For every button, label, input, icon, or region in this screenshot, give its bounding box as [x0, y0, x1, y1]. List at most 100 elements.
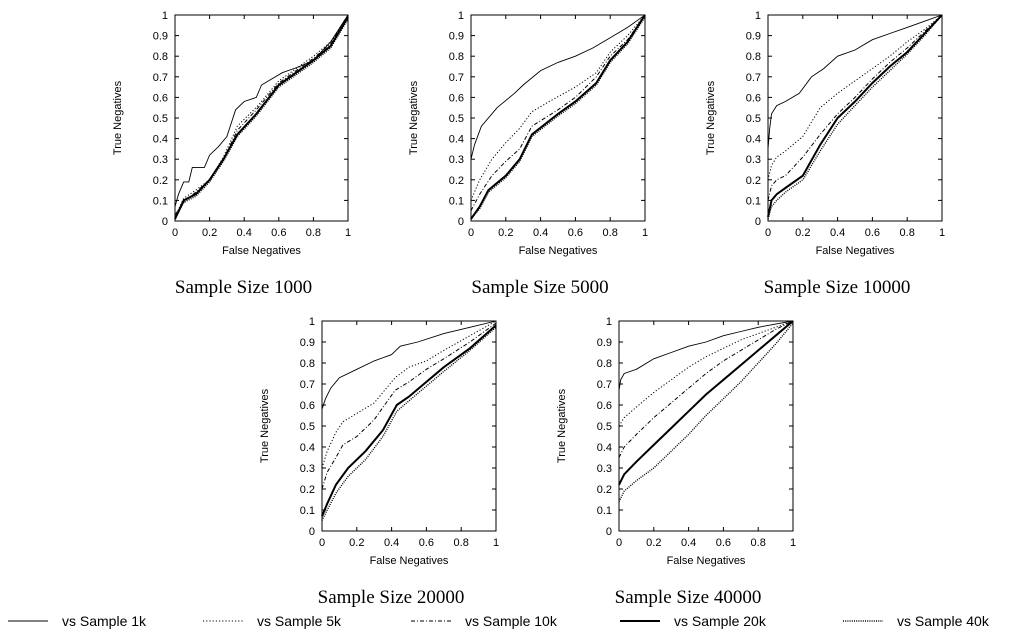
x-tick-label: 0.8	[306, 227, 321, 239]
x-tick-label: 1	[939, 227, 945, 239]
y-tick-label: 0.9	[597, 337, 612, 349]
y-tick-label: 0.8	[597, 358, 612, 370]
y-tick-label: 0.6	[449, 92, 464, 104]
y-tick-label: 0.7	[449, 72, 464, 84]
x-axis-label: False Negatives	[667, 555, 746, 567]
x-tick-label: 0.2	[202, 227, 217, 239]
y-tick-label: 0.4	[746, 134, 761, 146]
y-tick-label: 0.9	[300, 337, 315, 349]
plot-caption: Sample Size 40000	[615, 587, 762, 608]
legend-item: vs Sample 20k	[620, 613, 767, 629]
x-tick-label: 1	[790, 537, 796, 549]
x-tick-label: 0.2	[498, 227, 513, 239]
x-tick-label: 0	[172, 227, 178, 239]
x-axis-label: False Negatives	[222, 245, 301, 257]
plot-4: 00.10.20.30.40.50.60.70.80.910 0.2 0.4 0.6 0…	[259, 316, 499, 608]
legend-label: vs Sample 20k	[674, 613, 767, 629]
legend-label: vs Sample 10k	[465, 613, 558, 629]
x-tick-label: 0	[468, 227, 474, 239]
y-tick-label: 0.6	[597, 400, 612, 412]
series-line-2	[175, 15, 348, 217]
y-tick-label: 0.8	[746, 51, 761, 63]
legend-label: vs Sample 40k	[897, 613, 990, 629]
y-tick-label: 0.6	[746, 92, 761, 104]
y-tick-label: 0.3	[597, 463, 612, 475]
plot-caption: Sample Size 20000	[318, 587, 465, 608]
x-tick-label: 0.8	[603, 227, 618, 239]
y-tick-label: 0.7	[597, 379, 612, 391]
x-tick-label: 0.8	[900, 227, 915, 239]
y-tick-label: 0.2	[449, 175, 464, 187]
series-line-3	[175, 15, 348, 215]
y-tick-label: 0.5	[597, 421, 612, 433]
x-tick-label: 1	[642, 227, 648, 239]
x-tick-label: 0.2	[646, 537, 661, 549]
series-line-4	[175, 17, 348, 219]
x-tick-label: 0.6	[271, 227, 286, 239]
y-axis-label: True Negatives	[259, 388, 271, 463]
y-tick-label: 0.3	[746, 154, 761, 166]
y-axis-label: True Negatives	[705, 80, 717, 155]
y-tick-label: 1	[309, 316, 315, 328]
series-line-1	[175, 15, 348, 207]
x-tick-label: 0.6	[419, 537, 434, 549]
y-tick-label: 0	[162, 216, 168, 228]
y-tick-label: 0.5	[746, 113, 761, 125]
y-tick-label: 0.7	[153, 72, 168, 84]
legend-label: vs Sample 5k	[257, 613, 342, 629]
y-tick-label: 0.5	[300, 421, 315, 433]
y-axis-label: True Negatives	[556, 388, 568, 463]
plot-caption: Sample Size 5000	[471, 277, 608, 298]
y-tick-label: 0	[309, 526, 315, 538]
legend-item: vs Sample 10k	[411, 613, 558, 629]
y-tick-label: 0.1	[449, 195, 464, 207]
x-tick-label: 0.8	[751, 537, 766, 549]
y-tick-label: 1	[458, 10, 464, 22]
y-tick-label: 1	[755, 10, 761, 22]
series-line-4	[619, 321, 793, 485]
series-line-5	[322, 327, 496, 520]
y-tick-label: 0.7	[746, 72, 761, 84]
y-tick-label: 0.4	[153, 134, 168, 146]
legend-item: vs Sample 5k	[203, 613, 342, 629]
y-tick-label: 0.3	[449, 154, 464, 166]
y-tick-label: 0.8	[153, 51, 168, 63]
y-tick-label: 0	[606, 526, 612, 538]
x-tick-label: 0.4	[533, 227, 548, 239]
series-line-5	[619, 323, 793, 502]
x-tick-label: 0.6	[865, 227, 880, 239]
series-line-1	[471, 15, 645, 159]
series-line-2	[322, 321, 496, 468]
y-tick-label: 0.2	[153, 175, 168, 187]
x-tick-label: 0.6	[716, 537, 731, 549]
y-tick-label: 0	[755, 216, 761, 228]
y-tick-label: 0.1	[597, 505, 612, 517]
legend-item: vs Sample 40k	[843, 613, 990, 629]
y-tick-label: 1	[162, 10, 168, 22]
plot-frame	[471, 15, 645, 221]
y-tick-label: 0.2	[300, 484, 315, 496]
y-tick-label: 0.6	[153, 92, 168, 104]
y-tick-label: 0.7	[300, 379, 315, 391]
x-tick-label: 0.4	[681, 537, 696, 549]
y-axis-label: True Negatives	[408, 80, 420, 155]
legend-label: vs Sample 1k	[62, 613, 147, 629]
x-tick-label: 0.4	[237, 227, 252, 239]
x-tick-label: 1	[493, 537, 499, 549]
plot-frame	[768, 15, 942, 221]
series-line-4	[322, 325, 496, 516]
series-line-3	[619, 321, 793, 458]
x-tick-label: 1	[345, 227, 351, 239]
y-tick-label: 0.4	[449, 134, 464, 146]
x-axis-label: False Negatives	[519, 245, 598, 257]
plot-3: 00.10.20.30.40.50.60.70.80.910 0.2 0.4 0.6 0…	[705, 10, 945, 298]
plots-container: 0 0.1 0.2 0.3 0.4 0.5 0.6 0.7 0.8 0.9 1 0 0.2 0.4 0.6 0…	[112, 10, 945, 608]
y-tick-label: 0.9	[153, 31, 168, 43]
x-tick-label: 0	[319, 537, 325, 549]
y-tick-label: 0.8	[300, 358, 315, 370]
x-tick-label: 0.4	[384, 537, 399, 549]
legend: vs Sample 1k vs Sample 5k vs Sample 10k vs …	[8, 613, 990, 629]
plot-5: 0 0.1 0.2 0.3 0.4 0.5 0.6 0.7 0.8 0.9 1 0 0.2 0.4 0.6 0…	[556, 316, 796, 608]
y-tick-label: 0.9	[449, 31, 464, 43]
